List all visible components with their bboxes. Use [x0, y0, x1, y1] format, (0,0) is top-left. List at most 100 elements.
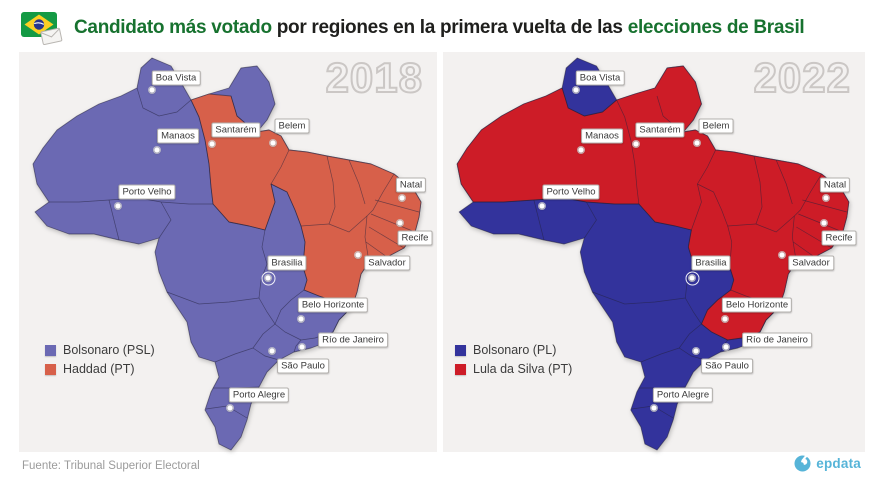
map-panel-2022: 2022 Bolsonaro (PL) Lula da Silva (PT) Bo… — [443, 52, 865, 452]
state-border-line — [791, 173, 822, 263]
city-label-belem: Belem — [698, 118, 734, 134]
state-border-line — [798, 213, 843, 233]
city-dot-recife — [821, 220, 827, 226]
city-label-porto-velho: Porto Velho — [542, 184, 600, 200]
state-border-line — [136, 87, 192, 117]
state-border-line — [638, 203, 692, 231]
city-dot-salvador — [355, 252, 361, 258]
state-border-line — [684, 297, 702, 325]
state-border-line — [697, 149, 716, 185]
state-border-line — [370, 213, 416, 233]
city-dot-brasilia — [689, 275, 695, 281]
legend-label-lula-da-silva-pt-: Lula da Silva (PT) — [473, 362, 573, 376]
city-label-boa-vista: Boa Vista — [151, 70, 201, 86]
epdata-logo-text: epdata — [816, 456, 861, 471]
title-green-2: elecciones de Brasil — [627, 17, 805, 38]
legend-row-lula-da-silva-pt-: Lula da Silva (PT) — [455, 362, 572, 376]
state-border-line — [302, 266, 308, 291]
city-dot-sao-paulo — [693, 348, 699, 354]
city-dot-belo-horizonte — [298, 316, 304, 322]
state-border-line — [793, 241, 815, 258]
year-watermark-2022: 2022 — [753, 53, 851, 102]
state-border-line — [214, 347, 254, 363]
state-border-line — [364, 173, 395, 263]
state-border-line — [252, 323, 276, 349]
city-label-salvador: Salvador — [364, 255, 410, 271]
city-label-brasilia: Brasilia — [267, 255, 307, 271]
state-border-line — [108, 199, 120, 241]
legend-row-bolsonaro-pl-: Bolsonaro (PL) — [455, 343, 572, 357]
epdata-pie-icon — [794, 455, 811, 472]
state-border-line — [720, 339, 728, 353]
city-dot-porto-velho — [115, 203, 121, 209]
city-dot-porto-alegre — [227, 405, 233, 411]
state-border-line — [212, 203, 266, 231]
city-dot-belem — [270, 140, 276, 146]
legend-label-haddad-pt-: Haddad (PT) — [63, 362, 135, 376]
state-border-line — [775, 159, 793, 205]
city-label-porto-velho: Porto Velho — [118, 184, 176, 200]
state-border-line — [261, 229, 268, 265]
city-dot-natal — [399, 195, 405, 201]
city-dot-porto-alegre — [651, 405, 657, 411]
state-border-line — [332, 309, 350, 333]
state-border-line — [697, 183, 729, 227]
state-border-line — [264, 183, 276, 231]
header: Candidato más votado por regiones en la … — [20, 8, 873, 48]
title-green-1: Candidato más votado — [74, 17, 272, 38]
state-border-line — [348, 159, 366, 205]
source-note: Fuente: Tribunal Superior Electoral — [22, 460, 200, 472]
city-label-porto-alegre: Porto Alegre — [228, 387, 290, 403]
state-border-line — [584, 201, 597, 239]
city-dot-rio-de-janeiro — [299, 344, 305, 350]
state-border-line — [592, 291, 686, 305]
state-border-line — [640, 347, 680, 363]
state-border-line — [679, 347, 706, 361]
city-dot-brasilia — [265, 275, 271, 281]
state-border-line — [701, 323, 728, 341]
state-border-line — [293, 339, 302, 353]
city-label-recife: Recife — [397, 230, 433, 246]
city-label-rio-de-janeiro: Río de Janeiro — [742, 332, 812, 348]
city-dot-salvador — [779, 252, 785, 258]
state-border-line — [258, 297, 276, 325]
city-dot-manaos — [578, 147, 584, 153]
city-label-brasilia: Brasilia — [691, 255, 731, 271]
state-border-line — [270, 183, 302, 227]
city-label-salvador: Salvador — [788, 255, 834, 271]
state-border-line — [533, 199, 545, 241]
state-border-line — [274, 289, 305, 325]
city-dot-manaos — [154, 147, 160, 153]
page-title: Candidato más votado por regiones en la … — [74, 17, 805, 39]
city-dot-sao-paulo — [269, 348, 275, 354]
state-border-line — [326, 155, 336, 225]
city-label-porto-alegre: Porto Alegre — [652, 387, 714, 403]
city-dot-recife — [397, 220, 403, 226]
legend-2022: Bolsonaro (PL) Lula da Silva (PT) — [455, 343, 572, 381]
legend-row-haddad-pt-: Haddad (PT) — [45, 362, 155, 376]
city-label-boa-vista: Boa Vista — [575, 70, 625, 86]
city-label-belo-horizonte: Belo Horizonte — [297, 297, 369, 313]
city-label-sao-paulo: São Paulo — [277, 358, 329, 374]
state-border-line — [205, 405, 248, 419]
state-border-line — [365, 241, 388, 258]
city-dot-rio-de-janeiro — [723, 344, 729, 350]
city-label-manaos: Manaos — [581, 128, 623, 144]
state-border-line — [616, 99, 640, 205]
city-label-natal: Natal — [395, 177, 427, 193]
state-border-line — [190, 99, 214, 205]
brazil-flag-envelope-icon — [20, 11, 64, 46]
city-dot-boa-vista — [149, 87, 155, 93]
city-label-recife: Recife — [821, 230, 857, 246]
city-label-santarem: Santarém — [211, 122, 261, 138]
state-border-line — [729, 266, 735, 291]
city-label-santarem: Santarém — [635, 122, 685, 138]
city-label-belo-horizonte: Belo Horizonte — [721, 297, 793, 313]
legend-row-bolsonaro-psl-: Bolsonaro (PSL) — [45, 343, 155, 357]
city-dot-belo-horizonte — [722, 316, 728, 322]
title-dark: por regiones en la primera vuelta de las — [271, 17, 628, 38]
state-border-line — [755, 215, 795, 233]
legend-label-bolsonaro-psl-: Bolsonaro (PSL) — [63, 343, 155, 357]
legend-2018: Bolsonaro (PSL) Haddad (PT) — [45, 343, 155, 381]
